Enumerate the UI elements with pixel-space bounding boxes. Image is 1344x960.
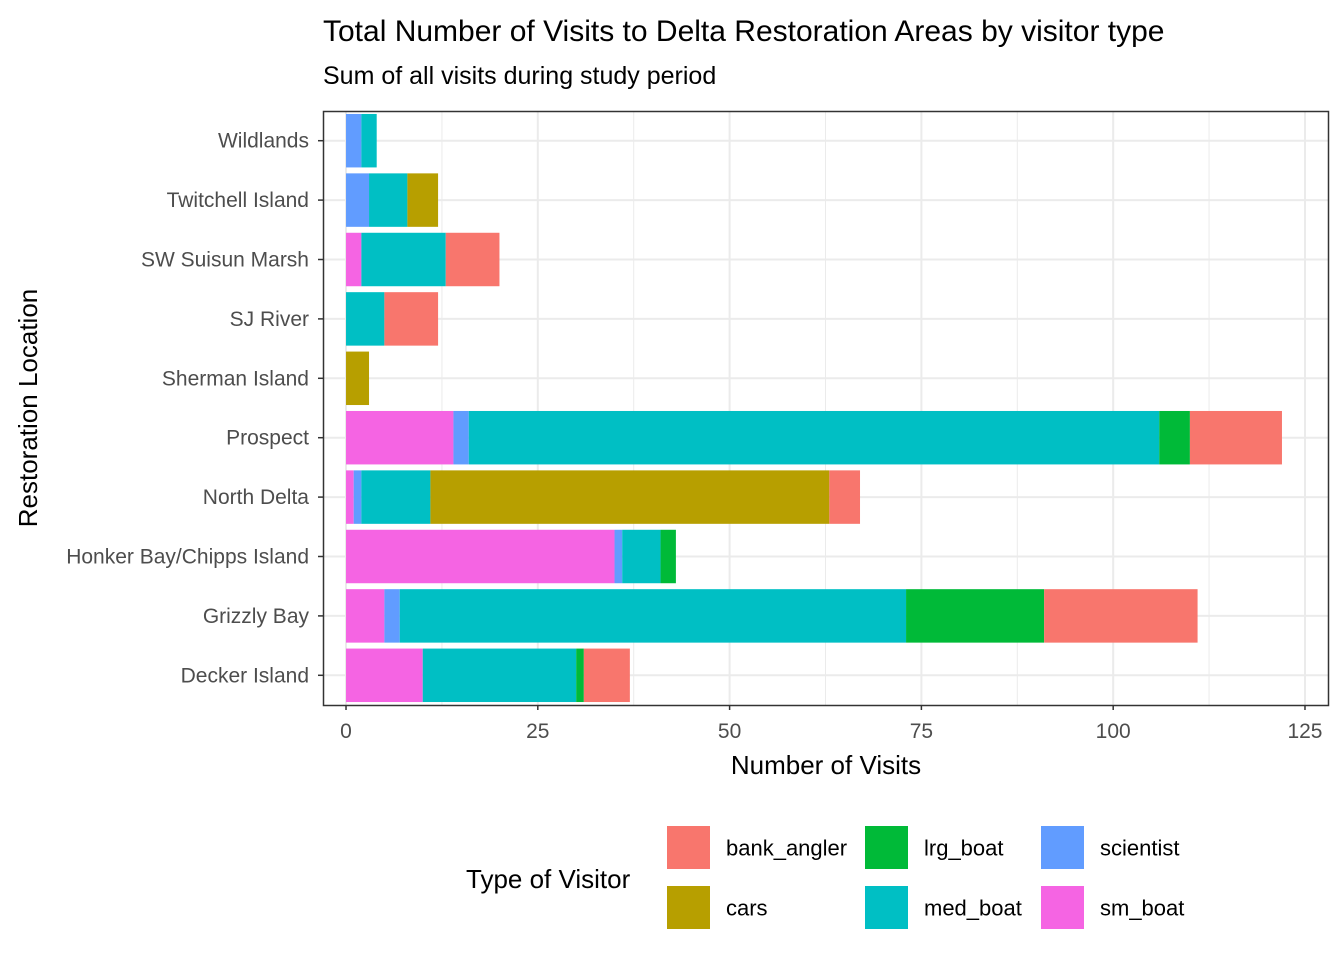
bar-segment [399, 589, 907, 643]
x-axis-title: Number of Visits [731, 750, 921, 780]
bar-segment [1159, 410, 1190, 465]
legend-key [865, 826, 908, 869]
x-tick-label: 0 [340, 720, 352, 743]
y-tick-label: Sherman Island [162, 367, 309, 390]
y-tick-label: Decker Island [181, 664, 309, 687]
x-tick-label: 125 [1287, 720, 1322, 743]
y-tick-label: Prospect [226, 427, 309, 450]
bar-segment [346, 351, 370, 406]
bar-segment [453, 410, 469, 465]
bar-segment [422, 648, 577, 703]
bar-segment [346, 292, 385, 346]
plot-panel-border [322, 110, 1330, 707]
bar-segment [353, 470, 362, 524]
legend-key [1041, 826, 1084, 869]
bar-segment [346, 648, 423, 703]
legend-title: Type of Visitor [466, 864, 631, 894]
x-axis-ticks: 0 25 50 75 100 125 [340, 705, 1323, 743]
y-tick-label: Wildlands [218, 130, 309, 153]
legend-label: scientist [1100, 836, 1179, 861]
legend-label: cars [726, 896, 768, 921]
bar-segment [346, 470, 354, 524]
legend-key [667, 886, 710, 929]
y-axis-title: Restoration Location [13, 289, 43, 527]
legend-label: lrg_boat [924, 836, 1004, 861]
bar-segment [660, 529, 676, 584]
bar-segment [407, 173, 439, 227]
bar-segment [361, 113, 377, 168]
bar-segment [346, 529, 615, 584]
y-tick-label: North Delta [203, 486, 310, 509]
y-tick-label: Twitchell Island [167, 189, 309, 212]
y-tick-label: Honker Bay/Chipps Island [66, 546, 309, 569]
bar-segment [361, 232, 446, 287]
bars [346, 113, 1282, 703]
bar-segment [346, 173, 370, 227]
legend-label: med_boat [924, 896, 1022, 921]
y-tick-label: SJ River [230, 308, 309, 331]
bar-segment [361, 470, 431, 524]
bar-segment [576, 648, 584, 703]
y-tick-label: Grizzly Bay [203, 605, 310, 628]
chart-title: Total Number of Visits to Delta Restorat… [323, 15, 1164, 48]
bar-segment [384, 292, 439, 346]
chart-subtitle: Sum of all visits during study period [323, 62, 716, 90]
bar-segment [445, 232, 500, 287]
y-tick-label: SW Suisun Marsh [141, 249, 309, 272]
bar-segment [384, 589, 400, 643]
x-tick-label: 50 [718, 720, 741, 743]
x-tick-label: 75 [910, 720, 933, 743]
y-axis-ticks: Decker Island Grizzly Bay Honker Bay/Chipp… [66, 130, 323, 687]
bar-segment [1189, 410, 1282, 465]
bar-segment [346, 232, 362, 287]
legend-key [1041, 886, 1084, 929]
bar-segment [430, 470, 830, 524]
bar-segment [614, 529, 623, 584]
bar-segment [346, 410, 454, 465]
bar-segment [346, 589, 385, 643]
bar-segment [829, 470, 861, 524]
legend-key [865, 886, 908, 929]
legend-key [667, 826, 710, 869]
bar-segment [369, 173, 408, 227]
bar-segment [346, 113, 362, 168]
bar-segment [468, 410, 1160, 465]
bar-segment [583, 648, 630, 703]
bar-segment [622, 529, 661, 584]
x-tick-label: 100 [1096, 720, 1131, 743]
legend-label: bank_angler [726, 836, 847, 861]
legend-label: sm_boat [1100, 896, 1184, 921]
x-tick-label: 25 [526, 720, 549, 743]
bar-segment [906, 589, 1045, 643]
bar-segment [1044, 589, 1198, 643]
